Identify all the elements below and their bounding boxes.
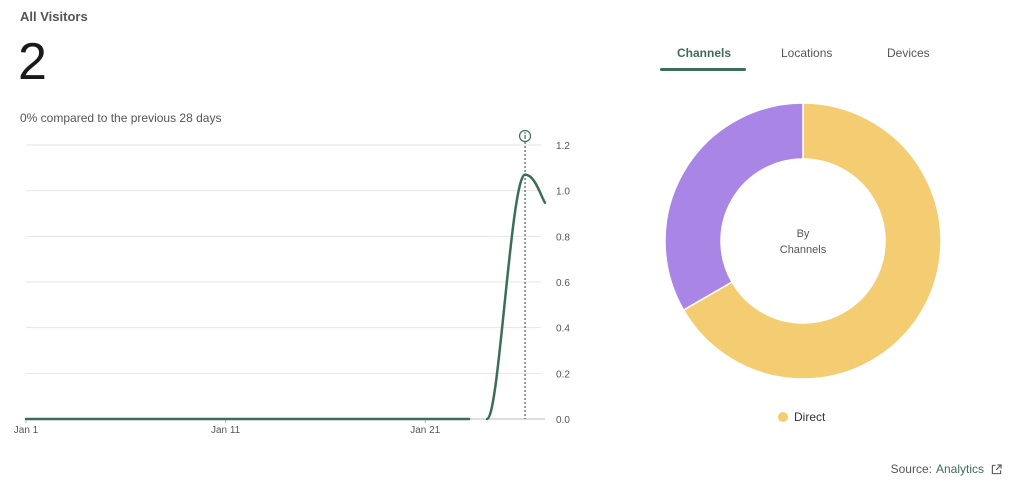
tab-channels[interactable]: Channels (677, 46, 732, 60)
analytics-link[interactable]: Analytics (935, 462, 984, 476)
active-tab-indicator (660, 68, 746, 71)
donut-legend: Direct (778, 410, 825, 424)
legend-label-direct: Direct (794, 410, 826, 424)
y-tick-label: 0.0 (556, 415, 570, 426)
source-prefix: Source: (890, 462, 932, 476)
donut-center-label: By (797, 228, 810, 240)
info-icon (518, 129, 532, 143)
external-link-icon[interactable] (991, 463, 1002, 475)
channels-donut-chart: By Channels (664, 102, 942, 380)
x-tick-label: Jan 1 (14, 425, 39, 436)
donut-center-label: Channels (780, 244, 827, 256)
tab-locations[interactable]: Locations (781, 46, 833, 60)
donut-slice-other (664, 102, 804, 312)
y-tick-label: 1.2 (556, 141, 570, 152)
card-title: All Visitors (20, 9, 88, 24)
donut-slice-direct (682, 102, 942, 380)
x-tick-label: Jan 21 (410, 425, 440, 436)
comparison-text: 0% compared to the previous 28 days (20, 111, 222, 125)
y-tick-label: 0.2 (556, 369, 570, 380)
y-tick-label: 1.0 (556, 187, 570, 198)
y-tick-label: 0.8 (556, 232, 570, 243)
y-tick-label: 0.6 (556, 278, 570, 289)
y-tick-label: 0.4 (556, 324, 570, 335)
tab-devices[interactable]: Devices (887, 46, 930, 60)
visitor-total: 2 (18, 33, 47, 91)
visitors-series-line (24, 173, 547, 421)
visitors-line-chart: 0.0 0.2 0.4 0.6 0.8 1.0 1.2 Jan 1 Jan 11 Jan 21 (14, 129, 570, 436)
legend-swatch-direct (778, 412, 788, 422)
source-attribution: Source: Analytics (891, 462, 1002, 476)
chart-tabs: Channels Locations Devices (655, 40, 955, 74)
x-tick-label: Jan 11 (211, 425, 241, 436)
